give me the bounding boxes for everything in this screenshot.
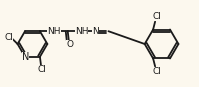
Text: NH: NH — [47, 27, 60, 36]
Text: Cl: Cl — [153, 12, 162, 21]
Text: O: O — [66, 40, 73, 50]
Text: Cl: Cl — [37, 65, 46, 74]
Text: Cl: Cl — [4, 33, 13, 42]
Text: N: N — [92, 27, 99, 36]
Text: NH: NH — [75, 27, 88, 36]
Text: N: N — [22, 52, 29, 62]
Text: Cl: Cl — [153, 67, 162, 76]
